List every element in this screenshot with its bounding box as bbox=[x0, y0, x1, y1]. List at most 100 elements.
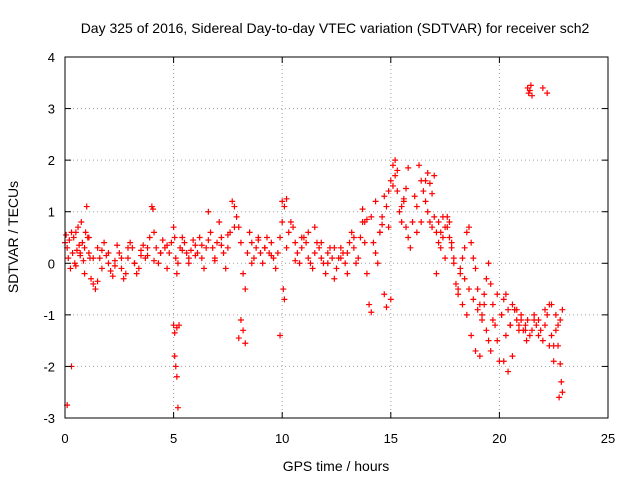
data-point bbox=[468, 239, 475, 246]
data-point bbox=[192, 252, 199, 259]
data-point bbox=[457, 270, 464, 277]
data-point bbox=[558, 378, 565, 385]
data-point bbox=[76, 242, 83, 249]
data-point bbox=[487, 347, 494, 354]
data-point bbox=[80, 257, 87, 264]
data-point bbox=[442, 255, 449, 262]
data-point bbox=[474, 306, 481, 313]
data-point bbox=[400, 195, 407, 202]
x-tick-label: 25 bbox=[601, 431, 615, 446]
data-point bbox=[109, 273, 116, 280]
data-point bbox=[559, 389, 566, 396]
data-point bbox=[231, 224, 238, 231]
data-point bbox=[413, 203, 420, 210]
data-point bbox=[274, 249, 281, 256]
data-point bbox=[170, 322, 177, 329]
data-point bbox=[122, 270, 129, 277]
data-point bbox=[379, 221, 386, 228]
data-point bbox=[483, 275, 490, 282]
data-point bbox=[70, 234, 77, 241]
x-tick-label: 20 bbox=[492, 431, 506, 446]
data-point bbox=[481, 301, 488, 308]
data-point bbox=[350, 234, 357, 241]
data-point bbox=[459, 255, 466, 262]
data-point bbox=[548, 332, 555, 339]
data-point bbox=[426, 180, 433, 187]
data-point bbox=[179, 234, 186, 241]
data-point bbox=[157, 249, 164, 256]
data-point bbox=[505, 368, 512, 375]
data-point bbox=[353, 260, 360, 267]
data-point bbox=[90, 255, 97, 262]
data-point bbox=[268, 239, 275, 246]
data-point bbox=[557, 360, 564, 367]
data-point bbox=[344, 270, 351, 277]
data-point bbox=[387, 177, 394, 184]
y-tick-label: 1 bbox=[48, 205, 55, 220]
plot-frame bbox=[64, 56, 609, 419]
y-axis-label: SDTVAR / TECUs bbox=[5, 181, 21, 293]
data-point bbox=[164, 265, 171, 272]
data-point bbox=[133, 270, 140, 277]
data-point bbox=[324, 260, 331, 267]
data-point bbox=[192, 242, 199, 249]
data-point bbox=[424, 170, 431, 177]
data-point bbox=[448, 244, 455, 251]
data-point bbox=[507, 322, 514, 329]
data-point bbox=[259, 260, 266, 267]
data-point bbox=[287, 219, 294, 226]
data-point bbox=[342, 260, 349, 267]
data-point bbox=[461, 244, 468, 251]
data-point bbox=[426, 219, 433, 226]
data-point bbox=[465, 286, 472, 293]
data-point bbox=[361, 239, 368, 246]
data-point bbox=[526, 87, 533, 94]
data-point bbox=[544, 311, 551, 318]
data-point bbox=[531, 317, 538, 324]
data-point bbox=[370, 239, 377, 246]
data-point bbox=[173, 270, 180, 277]
data-point bbox=[280, 286, 287, 293]
y-tick-label: -1 bbox=[43, 308, 55, 323]
data-point bbox=[116, 249, 123, 256]
data-point bbox=[329, 255, 336, 262]
data-point bbox=[439, 213, 446, 220]
data-point bbox=[418, 219, 425, 226]
data-point bbox=[120, 275, 127, 282]
data-point bbox=[459, 301, 466, 308]
data-point bbox=[144, 252, 151, 259]
data-point bbox=[263, 234, 270, 241]
data-point bbox=[494, 291, 501, 298]
data-point bbox=[463, 311, 470, 318]
data-point bbox=[368, 213, 375, 220]
data-point bbox=[159, 237, 166, 244]
data-point bbox=[164, 242, 171, 249]
data-point bbox=[244, 249, 251, 256]
data-point bbox=[240, 327, 247, 334]
data-point bbox=[363, 270, 370, 277]
data-point bbox=[155, 260, 162, 267]
y-tick-label: -3 bbox=[43, 411, 55, 426]
data-point bbox=[174, 404, 181, 411]
data-point bbox=[166, 249, 173, 256]
data-point bbox=[446, 219, 453, 226]
data-point bbox=[531, 311, 538, 318]
data-point bbox=[527, 82, 534, 89]
data-point bbox=[546, 342, 553, 349]
data-point bbox=[201, 265, 208, 272]
data-point bbox=[85, 249, 92, 256]
data-point bbox=[489, 301, 496, 308]
data-point bbox=[474, 286, 481, 293]
data-point bbox=[66, 237, 73, 244]
data-point bbox=[153, 244, 160, 251]
data-point bbox=[344, 249, 351, 256]
data-point bbox=[515, 327, 522, 334]
data-point bbox=[257, 249, 264, 256]
data-point bbox=[96, 255, 103, 262]
chart-title: Day 325 of 2016, Sidereal Day-to-day VTE… bbox=[81, 20, 590, 36]
data-point bbox=[392, 172, 399, 179]
data-point bbox=[81, 270, 88, 277]
data-point bbox=[72, 229, 79, 236]
data-point bbox=[383, 304, 390, 311]
data-point bbox=[63, 231, 70, 238]
